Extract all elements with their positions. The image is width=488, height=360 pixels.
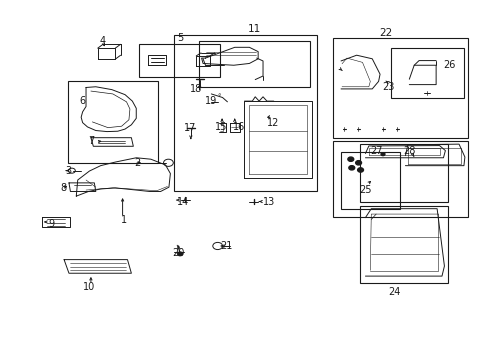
Text: 6: 6 (79, 96, 85, 106)
Text: 28: 28 (402, 146, 415, 156)
Text: 2: 2 (134, 158, 140, 168)
Text: 16: 16 (232, 122, 244, 132)
Text: 20: 20 (172, 248, 184, 258)
Text: 19: 19 (205, 96, 217, 106)
Circle shape (380, 153, 384, 156)
Circle shape (357, 168, 363, 172)
Text: 24: 24 (387, 287, 400, 297)
Text: 22: 22 (379, 28, 392, 38)
Text: 4: 4 (100, 36, 106, 46)
Text: 18: 18 (189, 84, 202, 94)
Text: 3: 3 (65, 166, 71, 176)
Bar (340, 152, 399, 210)
Bar (68, 81, 158, 163)
Text: 15: 15 (214, 122, 227, 132)
Bar (359, 144, 447, 202)
Bar (332, 141, 467, 217)
Text: 5: 5 (177, 33, 183, 43)
Bar (332, 38, 467, 138)
Circle shape (348, 166, 354, 170)
Bar (390, 48, 463, 98)
Text: 7: 7 (88, 136, 94, 146)
Circle shape (355, 161, 361, 165)
Bar (359, 206, 447, 283)
Text: 14: 14 (177, 197, 189, 207)
Text: 26: 26 (442, 60, 454, 70)
Text: 9: 9 (49, 220, 55, 229)
Text: 1: 1 (120, 215, 126, 225)
Text: 27: 27 (369, 146, 382, 156)
Bar (198, 41, 309, 87)
Text: 23: 23 (382, 82, 394, 92)
Text: 25: 25 (359, 185, 371, 195)
Text: °: ° (217, 94, 220, 100)
Text: 13: 13 (262, 197, 274, 207)
Text: 21: 21 (219, 241, 232, 251)
Bar (174, 35, 316, 192)
Text: 11: 11 (247, 24, 260, 35)
Text: 10: 10 (83, 282, 95, 292)
Text: 8: 8 (60, 183, 66, 193)
Bar (139, 44, 220, 77)
Circle shape (177, 252, 182, 256)
Circle shape (347, 157, 353, 161)
Text: 12: 12 (266, 118, 278, 128)
Text: 17: 17 (183, 123, 196, 133)
